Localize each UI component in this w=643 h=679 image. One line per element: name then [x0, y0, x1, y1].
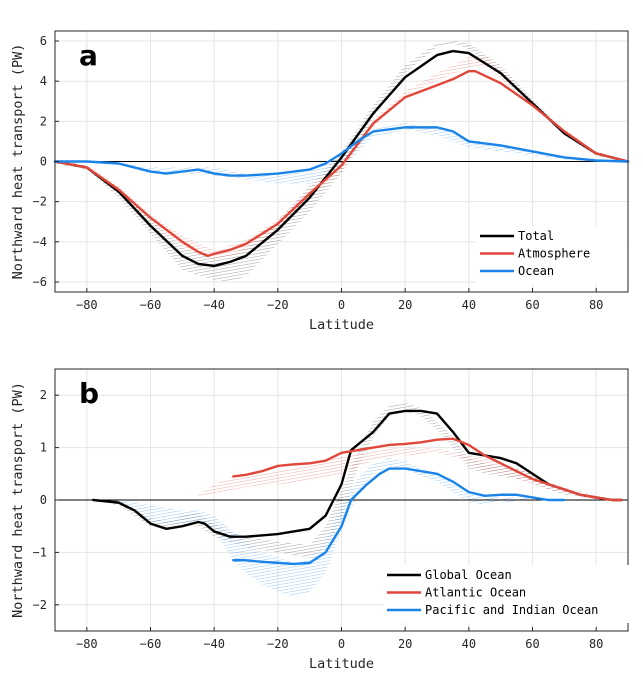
- legend-box: [383, 565, 635, 623]
- y-tick-label: 6: [40, 34, 47, 48]
- x-tick-label: 0: [338, 637, 345, 651]
- y-tick-label: 2: [40, 388, 47, 402]
- y-tick-label: 2: [40, 114, 47, 128]
- legend-label-atmosphere: Atmosphere: [518, 247, 590, 261]
- x-tick-label: 20: [398, 298, 412, 312]
- y-axis-label: Northward heat transport (PW): [10, 382, 26, 618]
- legend: Total Atmosphere Ocean: [476, 226, 626, 284]
- y-tick-label: 0: [40, 155, 47, 169]
- series-line-pacific-indian-ocean: [232, 467, 566, 566]
- y-tick-label: −6: [33, 275, 47, 289]
- y-tick-label: 0: [40, 493, 47, 507]
- y-tick-label: −4: [33, 235, 47, 249]
- x-tick-label: 60: [525, 298, 539, 312]
- x-tick-label: −20: [267, 637, 289, 651]
- series-lines: [53, 49, 630, 268]
- y-tick-labels: −2 −1 0 1 2: [33, 388, 59, 612]
- x-tick-label: 80: [589, 298, 603, 312]
- panel-label: b: [79, 377, 99, 410]
- series-line-total: [53, 49, 630, 268]
- x-tick-labels: −80 −60 −40 −20 0 20 40 60 80: [76, 288, 603, 312]
- x-tick-label: −20: [267, 298, 289, 312]
- legend: Global Ocean Atlantic Ocean Pacific and …: [383, 565, 635, 623]
- panel-label: a: [79, 39, 98, 72]
- y-tick-label: −2: [33, 195, 47, 209]
- y-tick-label: −1: [33, 545, 47, 559]
- y-axis-label: Northward heat transport (PW): [10, 44, 26, 280]
- legend-label-atlantic-ocean: Atlantic Ocean: [425, 586, 526, 600]
- x-tick-label: −40: [203, 298, 225, 312]
- y-tick-label: 1: [40, 441, 47, 455]
- x-tick-label: 60: [525, 637, 539, 651]
- x-tick-label: 0: [338, 298, 345, 312]
- spread-band-pacific-indian-ocean: [55, 458, 565, 597]
- legend-label-global-ocean: Global Ocean: [425, 568, 512, 582]
- legend-label-total: Total: [518, 229, 554, 243]
- panel-b: −80 −60 −40 −20 0 20 40 60 80 −2 −1 0 1 2 b Latitude…: [10, 368, 635, 672]
- series-lines: [91, 409, 623, 566]
- series-line-atlantic-ocean: [232, 437, 623, 502]
- x-axis-label: Latitude: [309, 317, 374, 333]
- x-tick-label: −60: [140, 637, 162, 651]
- series-line-atmosphere: [53, 69, 630, 258]
- legend-label-ocean: Ocean: [518, 264, 554, 278]
- x-axis-label: Latitude: [309, 656, 374, 672]
- y-tick-label: −2: [33, 598, 47, 612]
- x-tick-label: −60: [140, 298, 162, 312]
- y-tick-label: 4: [40, 74, 47, 88]
- x-tick-label: −80: [76, 298, 98, 312]
- series-line-ocean: [53, 126, 630, 177]
- legend-label-pacific-indian-ocean: Pacific and Indian Ocean: [425, 603, 598, 617]
- x-tick-label: 20: [398, 637, 412, 651]
- x-tick-label: −80: [76, 637, 98, 651]
- x-tick-labels: −80 −60 −40 −20 0 20 40 60 80: [76, 627, 603, 651]
- y-tick-labels: −6 −4 −2 0 2 4 6: [33, 34, 59, 289]
- x-tick-label: −40: [203, 637, 225, 651]
- x-tick-label: 40: [462, 637, 476, 651]
- x-tick-label: 80: [589, 637, 603, 651]
- x-tick-label: 40: [462, 298, 476, 312]
- series-line-global-ocean: [91, 409, 623, 538]
